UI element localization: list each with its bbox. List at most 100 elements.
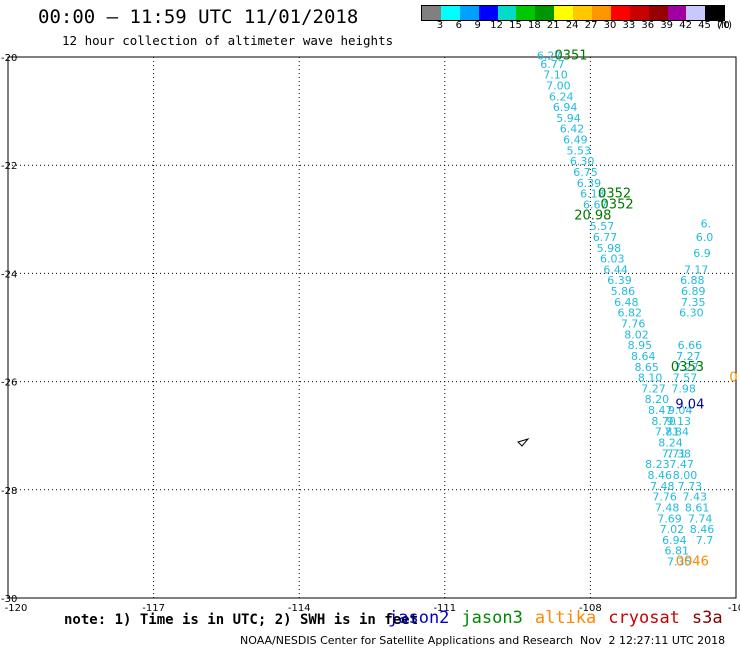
data-point-label: 5.86 bbox=[611, 285, 636, 298]
data-point-label: 7.47 bbox=[669, 458, 694, 471]
color-scale-tick-label: 33 bbox=[622, 20, 636, 31]
data-point-label: 9.04 bbox=[668, 404, 693, 417]
data-point-label: 7.17 bbox=[684, 263, 709, 276]
x-tick-label: -117 bbox=[142, 603, 165, 614]
color-scale-cell bbox=[629, 6, 649, 20]
x-tick-label: -114 bbox=[288, 603, 311, 614]
data-point-label: 9.04 bbox=[675, 398, 704, 413]
data-point-label: 6.88 bbox=[680, 274, 705, 287]
note-text: note: 1) Time is in UTC; 2) SWH is in fe… bbox=[64, 612, 419, 628]
data-point-label: 7.76 bbox=[652, 491, 677, 504]
data-point-label: 7.7 bbox=[696, 534, 714, 547]
data-point-label: 5.57 bbox=[590, 220, 615, 233]
data-point-label: 8.02 bbox=[624, 328, 649, 341]
data-point-label: 8.00 bbox=[673, 469, 698, 482]
data-point-label: 8.95 bbox=[628, 339, 653, 352]
data-point-label: 7.69 bbox=[657, 512, 682, 525]
data-point-label: 6.77 bbox=[593, 231, 618, 244]
y-tick-label: -22 bbox=[1, 161, 17, 172]
data-point-label: 7.98 bbox=[671, 382, 696, 395]
data-point-label: 6.81 bbox=[665, 545, 690, 558]
data-point-label: 8.64 bbox=[631, 350, 656, 363]
color-scale-tick-label: 9 bbox=[474, 20, 481, 31]
color-scale-tick-label: 45 bbox=[698, 20, 711, 31]
grid-lines bbox=[7, 56, 737, 599]
data-point-label: 8.24 bbox=[658, 437, 683, 450]
color-scale-tick-label: 3 bbox=[436, 20, 444, 31]
color-scale-tick-label: 30 bbox=[603, 20, 617, 31]
data-point-label: 6.27 bbox=[537, 50, 562, 63]
satellite-legend: jason2 jason3 altika cryosat s3a bbox=[388, 608, 735, 628]
y-tick-label: -24 bbox=[1, 269, 17, 280]
color-scale-tick-label: 70 bbox=[717, 20, 730, 31]
color-scale-tick-label: 12 bbox=[490, 20, 503, 31]
color-scale-cell bbox=[648, 6, 668, 20]
color-scale-tick-label: 27 bbox=[584, 20, 598, 31]
color-scale-cell bbox=[478, 6, 498, 20]
axis-ticks: -120 -117 -114 -111 -108 -10 -20 -22 -24 -26 -28 -3… bbox=[1, 53, 740, 614]
color-scale-cell bbox=[440, 6, 460, 20]
data-point-label: 7.27 bbox=[674, 361, 699, 374]
page-subtitle: 12 hour collection of altimeter wave hei… bbox=[62, 33, 394, 48]
color-scale-tick-label: 42 bbox=[679, 20, 692, 31]
data-point-label: 0 bbox=[729, 371, 737, 386]
data-point-label: 7.00 bbox=[546, 79, 571, 92]
data-point-label: 7.27 bbox=[676, 350, 701, 363]
x-tick-label: -120 bbox=[5, 603, 28, 614]
data-point-label: 7.71 bbox=[662, 447, 687, 460]
data-point-label: 9.13 bbox=[666, 415, 691, 428]
data-point-label: 7.43 bbox=[682, 491, 707, 504]
footer-date: Nov 2 12:27:11 UTC 2018 bbox=[580, 634, 726, 647]
data-point-label: 8.20 bbox=[645, 393, 670, 406]
data-point-label: 6.75 bbox=[573, 166, 598, 179]
x-tick-label: -108 bbox=[579, 603, 602, 614]
color-scale-tick-label: 21 bbox=[546, 20, 560, 31]
data-point-label: 6.30 bbox=[679, 307, 704, 320]
data-point-label: 6.24 bbox=[549, 90, 574, 103]
color-scale-tick-label: 15 bbox=[509, 20, 522, 31]
plot-frame bbox=[7, 56, 737, 599]
data-point-label: 7.48 bbox=[650, 480, 675, 493]
y-tick-label: -30 bbox=[1, 594, 17, 605]
data-point-label: 7.27 bbox=[641, 382, 666, 395]
data-point-label: 8.47 bbox=[648, 404, 673, 417]
color-scale-cell bbox=[573, 6, 593, 20]
color-scale-tick-label: 18 bbox=[528, 20, 541, 31]
data-point-label: 0351 bbox=[554, 49, 587, 64]
data-point-label: 7.35 bbox=[681, 296, 706, 309]
data-point-label: 8.46 bbox=[648, 469, 673, 482]
data-point-label: 8.61 bbox=[685, 501, 710, 514]
data-point-label: 0353 bbox=[671, 360, 704, 375]
data-point-label: 5.98 bbox=[597, 242, 622, 255]
data-point-label: 8.70 bbox=[651, 415, 676, 428]
legend-item-altika: altika bbox=[534, 608, 597, 628]
color-scale-cell bbox=[554, 6, 574, 20]
data-point-label: 7.48 bbox=[655, 501, 680, 514]
data-point-label: 6.39 bbox=[607, 274, 632, 287]
data-point-label: 7.73 bbox=[678, 480, 703, 493]
data-point-label: 0352 bbox=[598, 187, 631, 202]
data-point-label: 0046 bbox=[676, 555, 709, 570]
data-point-label: 7.76 bbox=[621, 318, 646, 331]
data-point-label: 6.67 bbox=[583, 198, 608, 211]
data-point-label: 7.84 bbox=[665, 426, 690, 439]
color-scale-tick-label: 36 bbox=[641, 20, 655, 31]
data-point-label: 6.82 bbox=[617, 307, 642, 320]
color-scale-cell bbox=[497, 6, 517, 20]
data-point-label: 6.18 bbox=[580, 188, 605, 201]
color-scale-tick-label: 39 bbox=[660, 20, 674, 31]
data-point-label: 6.94 bbox=[553, 101, 578, 114]
data-point-label: 7.38 bbox=[666, 447, 691, 460]
y-tick-label: -20 bbox=[1, 53, 17, 64]
color-scale-cell bbox=[705, 6, 725, 20]
data-point-label: 6.9 bbox=[693, 247, 711, 260]
island-outline bbox=[517, 438, 530, 447]
color-scale-labels: 3 6 9 12 15 18 21 24 27 30 33 36 39 42 45 70 bbox=[421, 20, 731, 34]
data-point-label: 8.65 bbox=[634, 361, 659, 374]
data-point-label: 6.30 bbox=[570, 155, 595, 168]
data-point-label: 7.10 bbox=[543, 69, 568, 82]
data-point-label: 6.94 bbox=[662, 534, 687, 547]
data-point-label: 6.42 bbox=[560, 123, 585, 136]
y-tick-label: -28 bbox=[1, 486, 17, 497]
